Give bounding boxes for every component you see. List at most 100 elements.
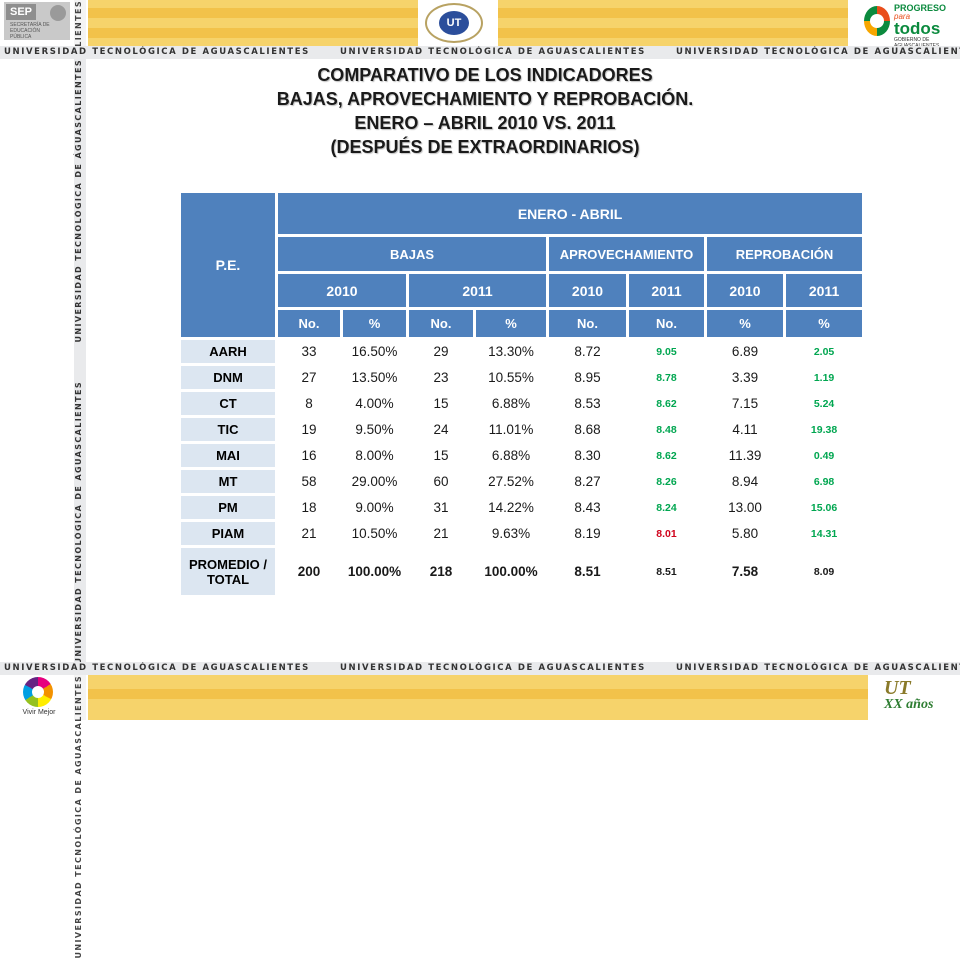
total-label-line1: PROMEDIO / — [188, 556, 267, 572]
bottom-footer: Vivir Mejor UT XX años — [0, 675, 960, 720]
table-row: AARH 33 16.50% 29 13.30% 8.72 9.05 6.89 … — [181, 340, 863, 363]
title-line-3: ENERO – ABRIL 2010 VS. 2011 — [354, 113, 616, 133]
row-label: PIAM — [181, 522, 275, 545]
bajas-2010-pct: 29.00% — [343, 470, 406, 493]
ribbon-bottom: UNIVERSIDAD TECNOLÓGICA DE AGUASCALIENTE… — [0, 662, 960, 675]
header-group-bajas: BAJAS — [278, 237, 546, 271]
total-bajas-2010-no: 200 — [278, 548, 340, 595]
bajas-2011-no: 23 — [409, 366, 473, 389]
header-unit: No. — [409, 310, 473, 337]
aprov-2010: 8.72 — [549, 340, 626, 363]
bajas-2010-pct: 13.50% — [343, 366, 406, 389]
ribbon-bottom-text-1: UNIVERSIDAD TECNOLÓGICA DE AGUASCALIENTE… — [4, 663, 310, 673]
aprov-2010: 8.19 — [549, 522, 626, 545]
total-reprob-2010: 7.58 — [707, 548, 783, 595]
row-label: AARH — [181, 340, 275, 363]
table-row: DNM 27 13.50% 23 10.55% 8.95 8.78 3.39 1… — [181, 366, 863, 389]
xx-logo-text: XX años — [884, 697, 934, 712]
aprov-2011: 8.62 — [629, 444, 704, 467]
reprob-2010: 4.11 — [707, 418, 783, 441]
progreso-line2: para — [894, 12, 911, 21]
indicators-table: P.E. ENERO - ABRIL BAJAS APROVECHAMIENTO… — [178, 190, 865, 598]
header-unit: No. — [549, 310, 626, 337]
reprob-2011: 0.49 — [786, 444, 863, 467]
progreso-para-todos-logo: PROGRESO para todos GOBIERNO DE AGUASCAL… — [860, 2, 956, 49]
bajas-2011-pct: 11.01% — [476, 418, 546, 441]
reprob-2011: 1.19 — [786, 366, 863, 389]
header-unit: % — [707, 310, 783, 337]
vertical-strip-bottom-text: UNIVERSIDAD TECNOLÓGICA DE AGUASCALIENTE… — [74, 675, 83, 959]
row-label: PM — [181, 496, 275, 519]
header-year-reprob-2011: 2011 — [786, 274, 863, 307]
total-bajas-2010-pct: 100.00% — [343, 548, 406, 595]
sep-logo-text: SEP — [6, 4, 37, 20]
bajas-2010-pct: 16.50% — [343, 340, 406, 363]
progreso-line1: PROGRESO — [894, 3, 947, 13]
reprob-2011: 19.38 — [786, 418, 863, 441]
aprov-2010: 8.53 — [549, 392, 626, 415]
reprob-2011: 6.98 — [786, 470, 863, 493]
row-label: MAI — [181, 444, 275, 467]
total-aprov-2010: 8.51 — [549, 548, 626, 595]
reprob-2010: 5.80 — [707, 522, 783, 545]
top-header: SEP SECRETARÍA DE EDUCACIÓN PÚBLICA UT P… — [0, 0, 960, 49]
header-group-aprovechamiento: APROVECHAMIENTO — [549, 237, 704, 271]
bajas-2010-pct: 9.00% — [343, 496, 406, 519]
bajas-2011-pct: 6.88% — [476, 392, 546, 415]
aprov-2011: 9.05 — [629, 340, 704, 363]
sep-logo: SEP SECRETARÍA DE EDUCACIÓN PÚBLICA — [4, 2, 70, 40]
header-unit: % — [476, 310, 546, 337]
bajas-2010-no: 8 — [278, 392, 340, 415]
bajas-2011-pct: 6.88% — [476, 444, 546, 467]
reprob-2010: 3.39 — [707, 366, 783, 389]
row-label: TIC — [181, 418, 275, 441]
header-group-reprobacion: REPROBACIÓN — [707, 237, 863, 271]
reprob-2011: 15.06 — [786, 496, 863, 519]
bajas-2010-no: 18 — [278, 496, 340, 519]
reprob-2010: 13.00 — [707, 496, 783, 519]
bajas-2010-no: 16 — [278, 444, 340, 467]
reprob-2010: 11.39 — [707, 444, 783, 467]
xx-logo-ut: UT — [884, 677, 911, 699]
reprob-2011: 2.05 — [786, 340, 863, 363]
total-reprob-2011: 8.09 — [786, 548, 863, 595]
header-year-bajas-2010: 2010 — [278, 274, 406, 307]
header-unit: No. — [629, 310, 704, 337]
bajas-2011-no: 21 — [409, 522, 473, 545]
header-unit: % — [343, 310, 406, 337]
aprov-2011: 8.62 — [629, 392, 704, 415]
header-year-bajas-2011: 2011 — [409, 274, 546, 307]
vertical-ribbon-text-2: UNIVERSIDAD TECNOLÓGICA DE AGUASCALIENTE… — [74, 381, 83, 662]
vertical-ribbon: UNIVERSIDAD TECNOLÓGICA DE AGUASCALIENTE… — [74, 59, 86, 662]
table-row: MT 58 29.00% 60 27.52% 8.27 8.26 8.94 6.… — [181, 470, 863, 493]
vertical-strip-top: UNIVERSIDAD TECNOLÓGICA DE AGUASCALIENTE… — [74, 0, 86, 284]
row-label: DNM — [181, 366, 275, 389]
bajas-2010-no: 33 — [278, 340, 340, 363]
title-line-2: BAJAS, APROVECHAMIENTO Y REPROBACIÓN. — [276, 89, 694, 109]
bajas-2011-no: 24 — [409, 418, 473, 441]
bajas-2011-no: 60 — [409, 470, 473, 493]
top-ornament-left — [88, 0, 418, 46]
aprov-2010: 8.68 — [549, 418, 626, 441]
reprob-2011: 14.31 — [786, 522, 863, 545]
aprov-2010: 8.43 — [549, 496, 626, 519]
vivir-mejor-text: Vivir Mejor — [22, 709, 56, 716]
aprov-2011: 8.48 — [629, 418, 704, 441]
bajas-2011-pct: 10.55% — [476, 366, 546, 389]
total-label: PROMEDIO / TOTAL — [181, 548, 275, 595]
aprov-2011: 8.78 — [629, 366, 704, 389]
bajas-2010-no: 19 — [278, 418, 340, 441]
header-year-aprov-2011: 2011 — [629, 274, 704, 307]
aprov-2011: 8.24 — [629, 496, 704, 519]
bajas-2010-pct: 4.00% — [343, 392, 406, 415]
bajas-2011-pct: 13.30% — [476, 340, 546, 363]
bottom-ornament — [88, 675, 868, 720]
ribbon-top-text-1: UNIVERSIDAD TECNOLÓGICA DE AGUASCALIENTE… — [4, 47, 310, 57]
table-row: CT 8 4.00% 15 6.88% 8.53 8.62 7.15 5.24 — [181, 392, 863, 415]
ribbon-bottom-text-2: UNIVERSIDAD TECNOLÓGICA DE AGUASCALIENTE… — [340, 663, 646, 673]
ut-xx-anniversary-logo: UT XX años — [876, 677, 954, 719]
ribbon-top-text-2: UNIVERSIDAD TECNOLÓGICA DE AGUASCALIENTE… — [340, 47, 646, 57]
page-title: COMPARATIVO DE LOS INDICADORES BAJAS, AP… — [180, 63, 790, 159]
bajas-2011-no: 15 — [409, 392, 473, 415]
header-unit: % — [786, 310, 863, 337]
